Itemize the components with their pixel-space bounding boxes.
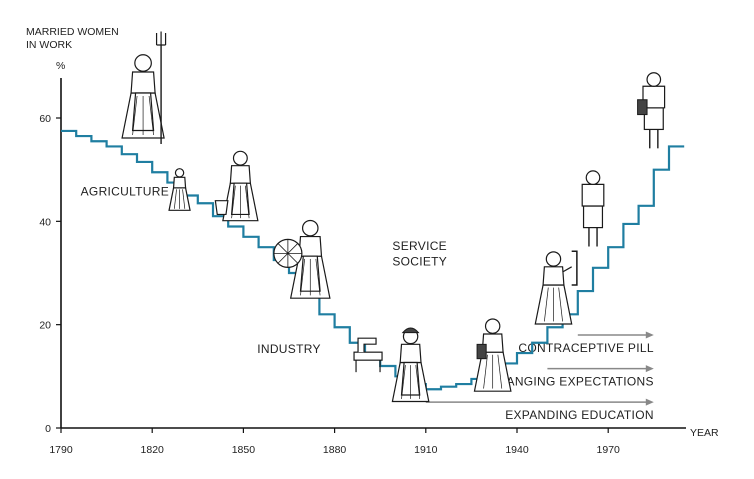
- figure-fold: [300, 258, 306, 296]
- factor-label: EXPANDING EDUCATION: [505, 408, 654, 422]
- figure-fold: [401, 365, 406, 399]
- y-axis-unit: %: [56, 60, 65, 72]
- figure-fold: [558, 287, 563, 322]
- figure-fold: [245, 185, 250, 219]
- figure-head: [646, 72, 662, 87]
- x-tick-label: 1820: [141, 444, 165, 456]
- figure-hat: [401, 327, 420, 334]
- illustrations: [121, 31, 666, 403]
- woman-with-spinning-wheel-icon: [273, 219, 331, 299]
- figure-torso: [229, 165, 252, 184]
- factor-arrow-head: [645, 398, 654, 406]
- whiteboard: [571, 250, 578, 286]
- figure-fold: [231, 185, 236, 219]
- figure-head: [484, 318, 501, 334]
- figure-head: [174, 168, 185, 178]
- figure-head: [585, 170, 601, 186]
- figure-fold: [132, 95, 138, 136]
- x-tick-label: 1910: [414, 444, 438, 456]
- axes: [60, 78, 686, 429]
- x-tick-label: 1880: [323, 444, 347, 456]
- girl-with-bucket-icon: [168, 168, 191, 211]
- x-axis-title: YEAR: [690, 427, 719, 439]
- figure-fold: [315, 258, 321, 296]
- figure-fold: [182, 189, 186, 209]
- woman-in-apron-icon: [391, 327, 430, 403]
- figure-skirt: [582, 205, 604, 229]
- wheel-spoke: [277, 243, 299, 264]
- factor-arrow-head: [645, 331, 654, 339]
- farm-woman-with-pitchfork-icon: [121, 31, 167, 144]
- y-tick-label: 20: [39, 320, 51, 332]
- era-label: SERVICE: [392, 239, 447, 253]
- figure-jacket: [581, 183, 605, 207]
- figure-head: [232, 150, 248, 166]
- woman-at-whiteboard-icon: [534, 250, 578, 325]
- y-axis-title-line-2: IN WORK: [26, 39, 72, 51]
- factor-label: CHANGING EXPECTATIONS: [489, 375, 654, 389]
- figure-fold: [497, 354, 503, 389]
- figure-fold: [415, 365, 421, 399]
- x-tick-label: 1790: [49, 444, 73, 456]
- folder: [476, 343, 487, 360]
- era-label: SOCIETY: [392, 254, 447, 268]
- y-tick-label: 60: [39, 113, 51, 125]
- figure-fold: [173, 189, 177, 209]
- figure-torso: [172, 176, 187, 189]
- figure-fold: [544, 287, 549, 322]
- ticks: 0 20 40 60 1790 1820 1850 1880 1910 1940 1970: [39, 113, 620, 456]
- businesswoman-icon: [637, 72, 666, 149]
- woman-in-suit-icon: [581, 170, 605, 247]
- figure-torso: [130, 71, 156, 94]
- x-tick-label: 1940: [505, 444, 529, 456]
- figure-arm: [562, 266, 572, 273]
- y-tick-label: 40: [39, 216, 51, 228]
- era-label: AGRICULTURE: [81, 185, 169, 199]
- machine-table: [353, 351, 383, 361]
- x-tick-label: 1850: [232, 444, 256, 456]
- folder: [637, 99, 648, 116]
- factor-label: CONTRACEPTIVE PILL: [518, 341, 653, 355]
- sewing-machine-icon: [353, 337, 383, 373]
- pitchfork-tines: [155, 31, 167, 46]
- machine-arm: [357, 337, 377, 353]
- factor-arrow-head: [645, 365, 654, 373]
- figure-torso: [399, 343, 422, 364]
- figure-fold: [148, 95, 154, 136]
- figure-torso: [542, 266, 565, 286]
- y-tick-label: 0: [45, 423, 51, 435]
- figure-head: [301, 219, 319, 237]
- y-axis-title-line-1: MARRIED WOMEN: [26, 26, 119, 38]
- factor-arrows: CONTRACEPTIVE PILL CHANGING EXPECTATIONS E…: [425, 331, 654, 422]
- figure-head: [134, 54, 152, 72]
- era-label: INDUSTRY: [257, 342, 321, 356]
- bucket: [214, 200, 229, 216]
- x-tick-label: 1970: [597, 444, 621, 456]
- figure-head: [545, 251, 562, 267]
- woman-with-folder-icon: [473, 318, 512, 392]
- woman-carrying-bucket-icon: [214, 150, 259, 222]
- figure-fold: [483, 354, 488, 389]
